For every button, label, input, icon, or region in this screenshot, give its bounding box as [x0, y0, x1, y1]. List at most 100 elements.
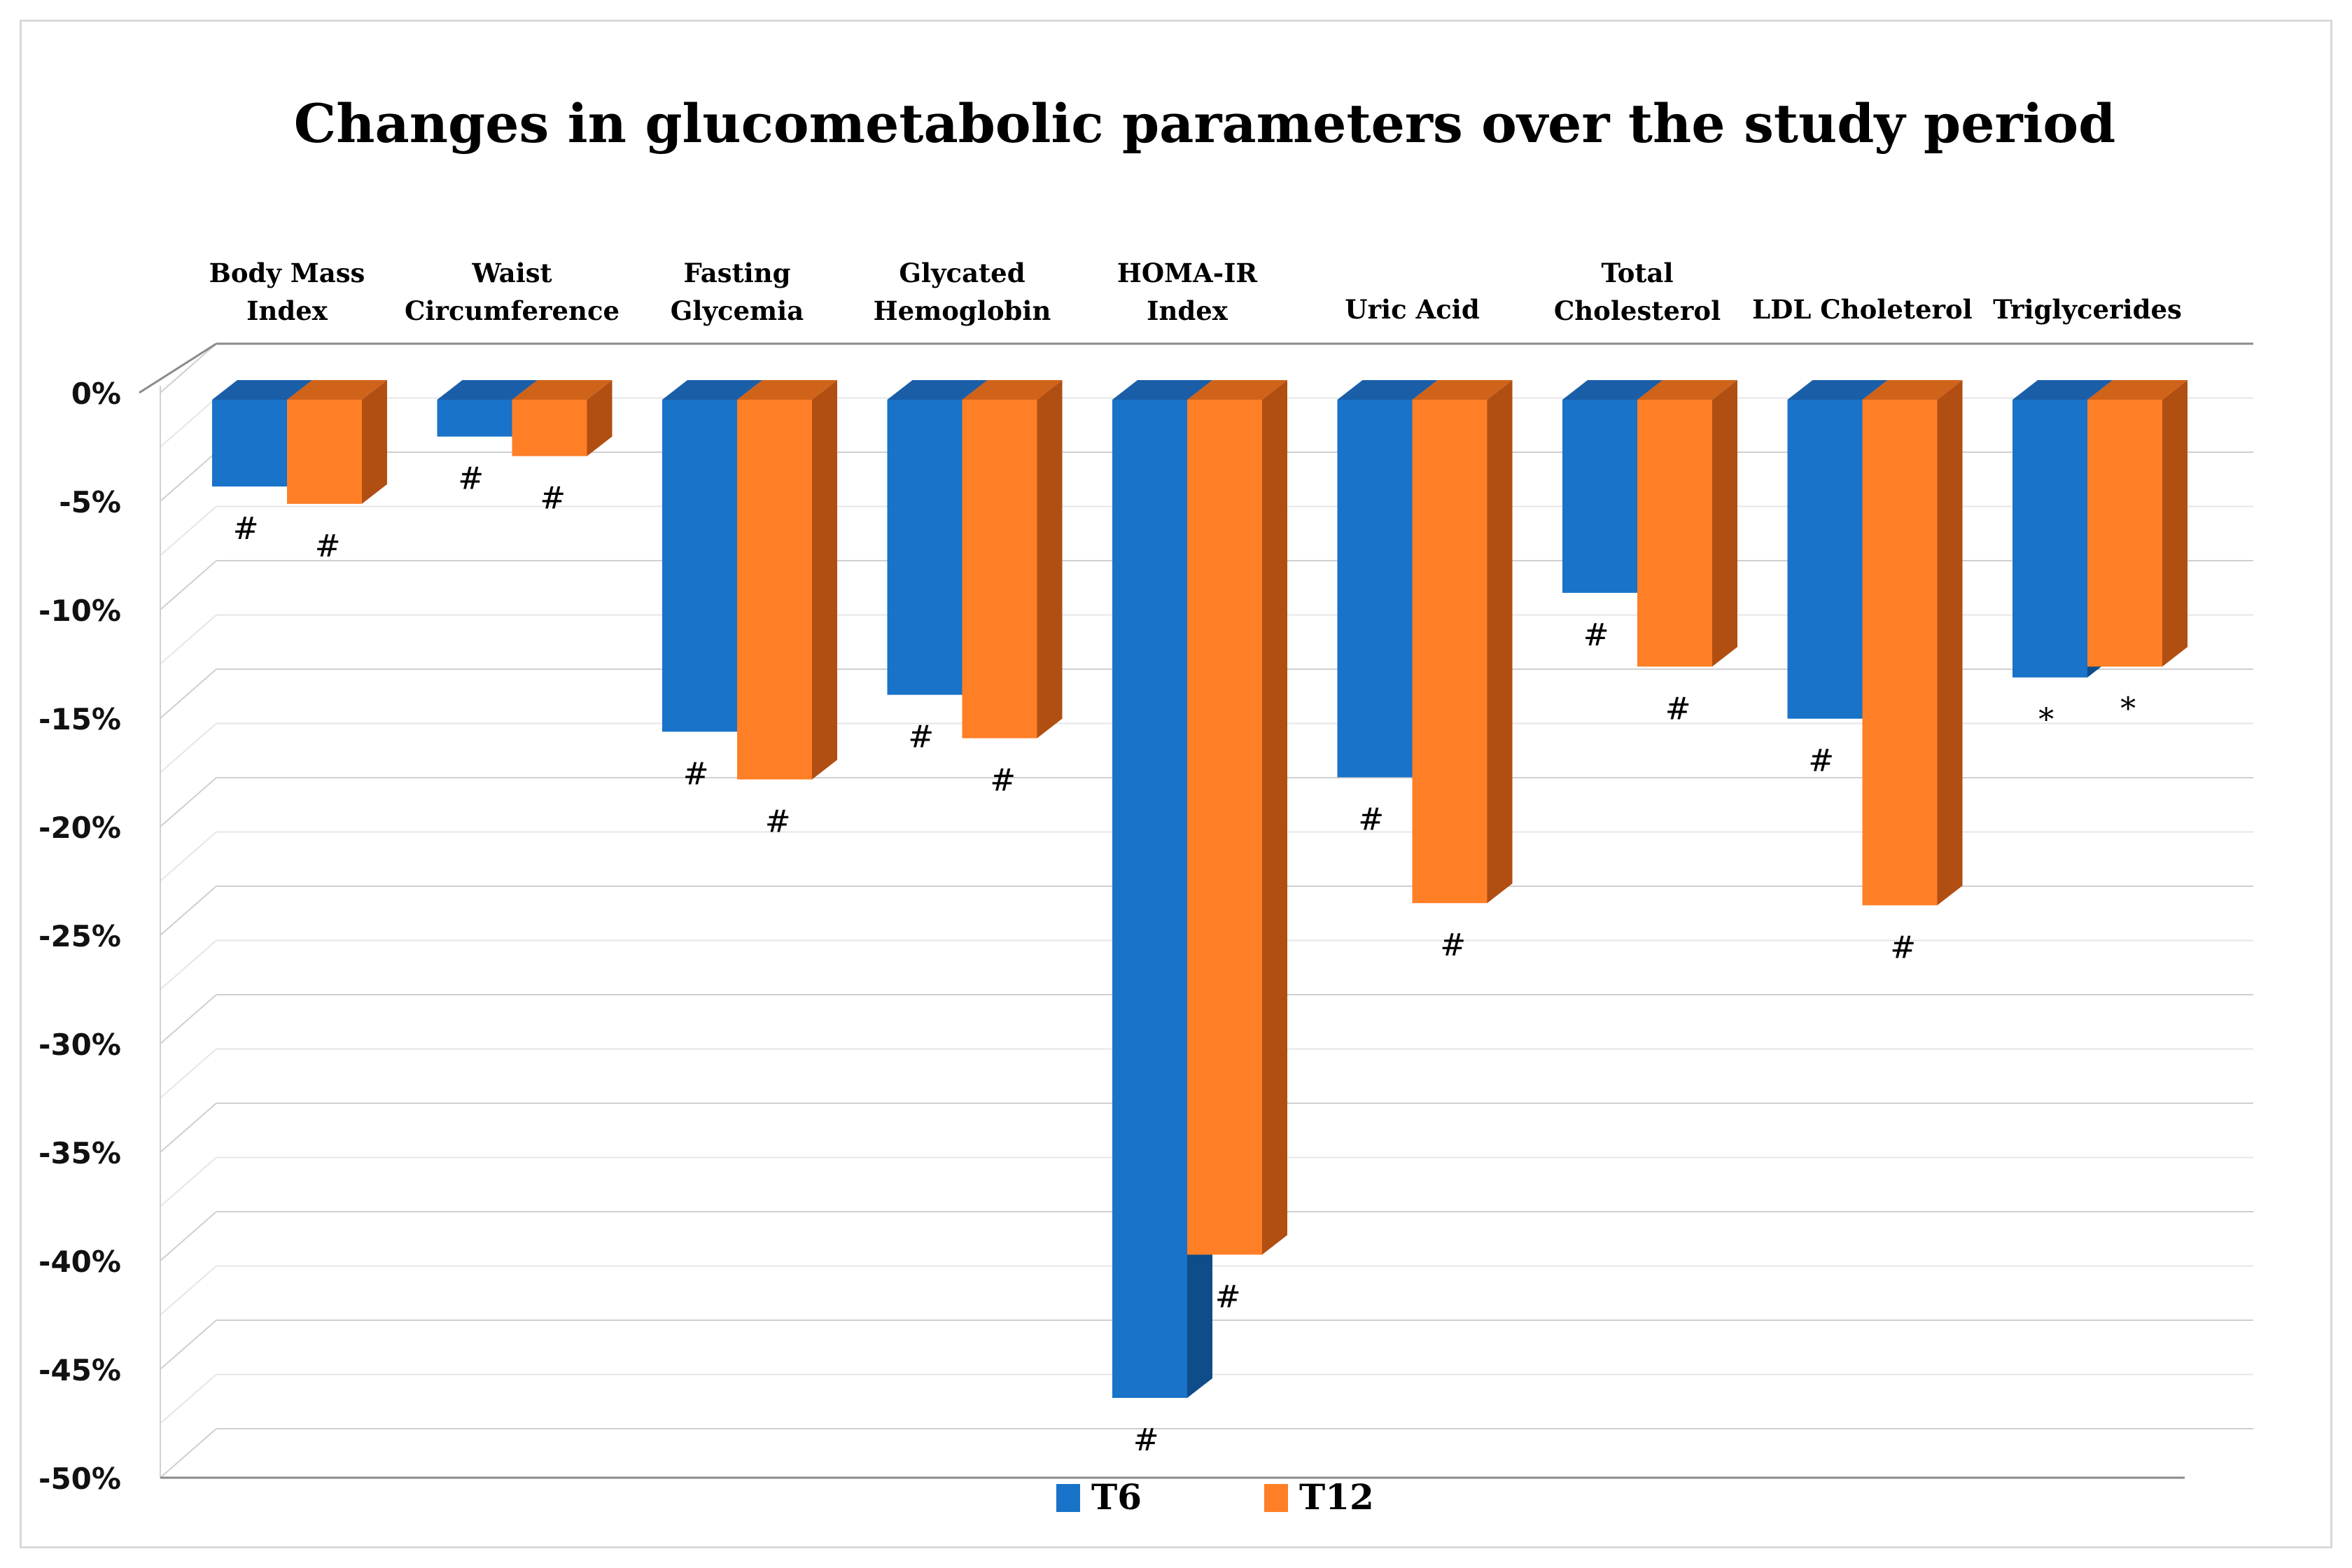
bar-t12	[287, 400, 362, 504]
bar-side-t12	[1037, 380, 1063, 738]
bar-t6	[2012, 400, 2087, 678]
bar-t12	[1862, 400, 1938, 906]
bars-layer	[212, 380, 2188, 1398]
gridline-diagonal	[160, 1428, 217, 1478]
axis-layer	[139, 342, 2253, 1479]
significance-marker: #	[315, 528, 341, 564]
bar-top-t12	[962, 380, 1063, 400]
bar-t6	[1787, 400, 1863, 719]
bar-t12	[1637, 400, 1712, 667]
significance-marker: #	[233, 511, 259, 547]
significance-marker: *	[2120, 691, 2136, 727]
category-label: Body Mass Index	[209, 258, 365, 326]
bar-side-t12	[587, 380, 612, 456]
significance-marker: #	[1665, 691, 1691, 727]
y-tick-label: -40%	[38, 1245, 121, 1279]
legend-label-t12: T12	[1299, 1476, 1374, 1518]
bar-top-t6	[1337, 380, 1438, 400]
significance-marker: #	[458, 461, 484, 497]
bar-top-t12	[1412, 380, 1513, 400]
labels-layer: 0% -5% -10% -15% -20% -25% -30% -35% -40% -45% -50…	[38, 258, 2182, 1496]
bar-side-t12	[2162, 380, 2188, 667]
y-tick-label: -5%	[59, 485, 121, 519]
bar-t6	[887, 400, 962, 695]
category-label: LDL Choleterol	[1752, 294, 1972, 325]
chart-legend: T6 T12	[1056, 1476, 1374, 1518]
bar-side-t12	[1262, 380, 1287, 1255]
bar-t6	[1562, 400, 1637, 593]
gridline-diagonal	[160, 831, 217, 882]
chart-svg: Changes in glucometabolic parameters ove…	[38, 92, 2253, 1518]
gridline-diagonal	[160, 1211, 217, 1261]
bar-top-t12	[287, 380, 387, 400]
bar-side-t12	[362, 380, 387, 504]
y-tick-label: -50%	[38, 1462, 121, 1496]
bar-t6	[1337, 400, 1413, 778]
zero-axis-diagonal	[139, 342, 217, 394]
category-label: Waist Circumference	[405, 258, 620, 326]
bar-top-t6	[2012, 380, 2113, 400]
y-tick-label: -10%	[38, 594, 121, 628]
gridline-diagonal	[160, 1265, 217, 1316]
significance-marker: *	[2038, 702, 2054, 738]
bar-t12	[962, 400, 1037, 738]
bar-top-t6	[437, 380, 538, 400]
gridline-diagonal	[160, 343, 217, 393]
bar-t6	[662, 400, 737, 732]
bar-top-t12	[1637, 380, 1737, 400]
significance-marker: #	[683, 756, 709, 792]
category-label: Triglycerides	[1993, 294, 2182, 325]
category-label: Uric Acid	[1345, 294, 1479, 325]
category-label: Total Cholesterol	[1554, 258, 1721, 326]
bar-t6	[437, 400, 512, 437]
bar-top-t6	[1562, 380, 1662, 400]
gridline-diagonal	[160, 886, 217, 936]
gridline-diagonal	[160, 1320, 217, 1370]
bar-t12	[1187, 400, 1262, 1255]
gridline-diagonal	[160, 722, 217, 774]
category-label: Fasting Glycemia	[671, 258, 804, 326]
significance-marker: #	[1215, 1279, 1241, 1315]
bar-t12	[512, 400, 587, 456]
chart-title: Changes in glucometabolic parameters ove…	[294, 92, 2115, 155]
bar-t12	[2087, 400, 2162, 667]
bar-top-t6	[1787, 380, 1888, 400]
bar-side-t12	[1487, 380, 1513, 904]
significance-marker: #	[1890, 930, 1916, 965]
significance-marker: #	[1133, 1422, 1159, 1458]
gridline-diagonal	[160, 1048, 217, 1099]
legend-label-t6: T6	[1091, 1476, 1142, 1518]
bar-top-t6	[1112, 380, 1212, 400]
y-tick-label: -25%	[38, 919, 121, 953]
category-label: HOMA-IR Index	[1117, 258, 1258, 326]
gridline-diagonal	[160, 994, 217, 1044]
bar-top-t12	[1187, 380, 1287, 400]
significance-marker: #	[765, 804, 791, 840]
gridline-diagonal	[160, 1156, 217, 1208]
bar-t12	[1412, 400, 1488, 904]
gridline-diagonal	[160, 505, 217, 556]
significance-marker: #	[1808, 743, 1834, 779]
gridline-diagonal	[160, 668, 217, 719]
legend-swatch-t6	[1056, 1484, 1080, 1512]
bar-top-t12	[1862, 380, 1963, 400]
gridline-diagonal	[160, 777, 217, 827]
y-tick-label: -20%	[38, 811, 121, 845]
significance-marker: #	[1583, 617, 1609, 653]
gridline-diagonal	[160, 397, 217, 448]
significance-marker: #	[908, 720, 934, 755]
significance-marker: #	[1440, 927, 1466, 963]
bar-side-t12	[812, 380, 837, 780]
gridline-diagonal	[160, 1373, 217, 1424]
bar-top-t12	[512, 380, 612, 400]
y-tick-label: -15%	[38, 702, 121, 736]
chart-frame: Changes in glucometabolic parameters ove…	[20, 20, 2332, 1548]
significance-marker: #	[990, 763, 1016, 799]
bar-top-t12	[2087, 380, 2188, 400]
bar-top-t6	[662, 380, 762, 400]
y-tick-label: -35%	[38, 1136, 121, 1170]
y-tick-label: 0%	[71, 377, 121, 411]
gridline-diagonal	[160, 614, 217, 665]
bar-t6	[212, 400, 287, 486]
bar-t6	[1112, 400, 1187, 1398]
